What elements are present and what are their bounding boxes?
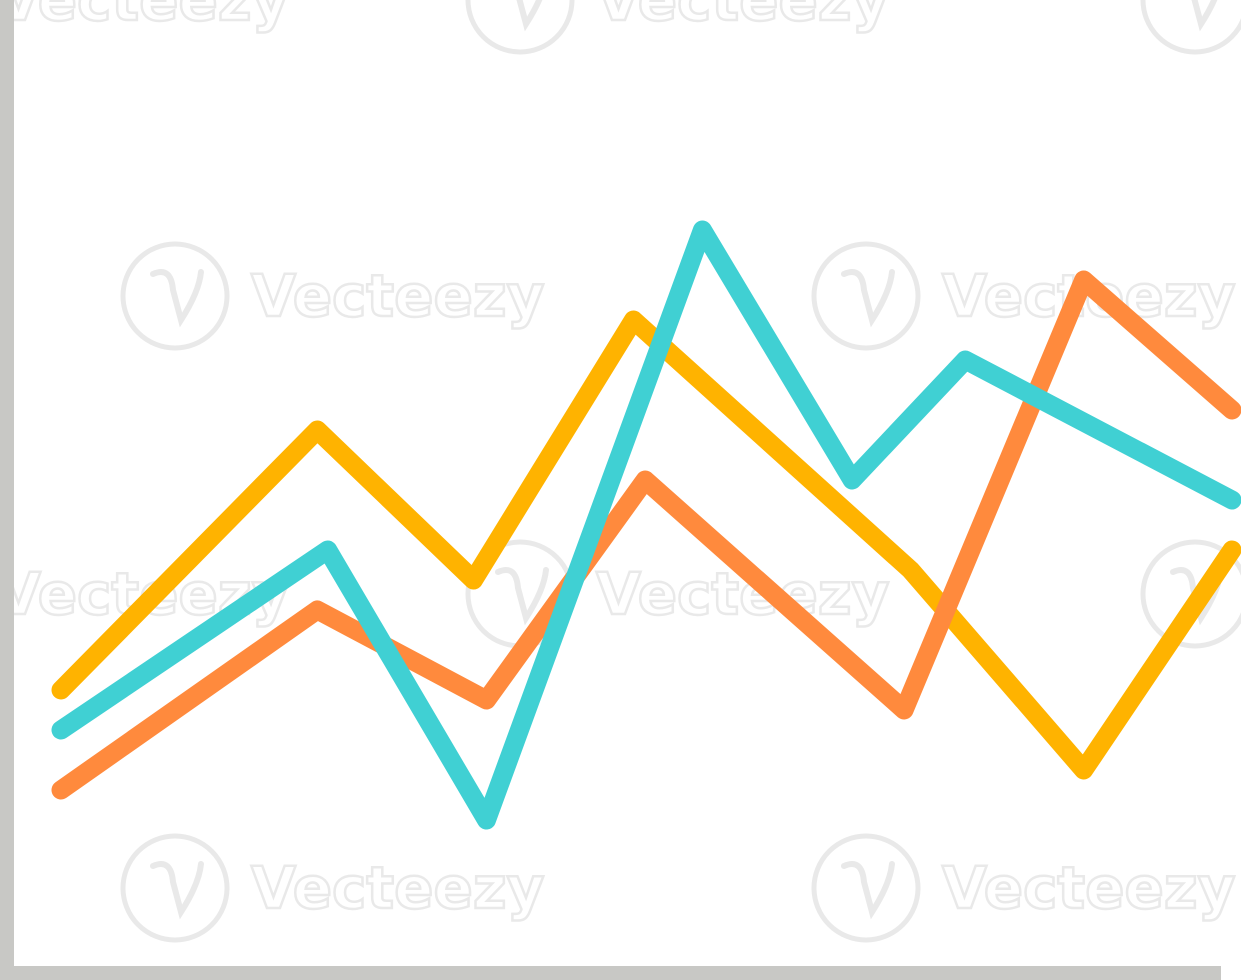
series-line-1	[51, 310, 1241, 780]
watermark-text: Vecteezy	[251, 262, 544, 330]
vecteezy-v-logo-icon	[465, 0, 575, 55]
watermark-text: Vecteezy	[596, 0, 889, 34]
watermark-logo: Vecteezy	[1140, 0, 1241, 55]
watermark-text: Vecteezy	[942, 854, 1235, 922]
watermark-logo: Vecteezy	[465, 539, 891, 649]
watermark-v-glyph	[150, 861, 204, 920]
watermark-v-glyph	[150, 269, 204, 328]
watermark-logo: Vecteezy	[811, 833, 1237, 943]
vecteezy-v-logo-icon	[120, 241, 230, 351]
watermark-v-glyph	[495, 567, 549, 626]
watermark-logo: Vecteezy	[0, 0, 291, 35]
series-layer	[51, 220, 1241, 830]
vecteezy-v-logo-icon	[120, 833, 230, 943]
watermark-v-glyph	[1191, 0, 1218, 32]
series-line-2	[51, 270, 1241, 800]
watermark-layer: Vecteezy Vecteezy Vecteezy Vecteezy Vecteezy…	[0, 0, 1241, 943]
vecteezy-v-logo-icon	[811, 241, 921, 351]
watermark-v-glyph	[841, 269, 895, 328]
vecteezy-v-logo-icon	[811, 833, 921, 943]
watermark-text: Vecteezy	[251, 854, 544, 922]
vecteezy-v-logo-icon	[1140, 539, 1241, 649]
x-axis-line	[14, 966, 1221, 980]
watermark-logo: Vecteezy	[811, 241, 1237, 351]
watermark-text: Vecteezy	[0, 0, 289, 34]
vecteezy-v-logo-icon	[1140, 0, 1241, 55]
y-axis-line	[0, 0, 14, 980]
watermark-logo: Vecteezy	[120, 241, 546, 351]
watermark-logo: Vecteezy	[120, 833, 546, 943]
watermark-v-glyph	[841, 861, 895, 920]
watermark-v-glyph	[516, 0, 543, 32]
watermark-logo: Vecteezy	[465, 0, 891, 55]
series-line-3	[51, 220, 1241, 830]
